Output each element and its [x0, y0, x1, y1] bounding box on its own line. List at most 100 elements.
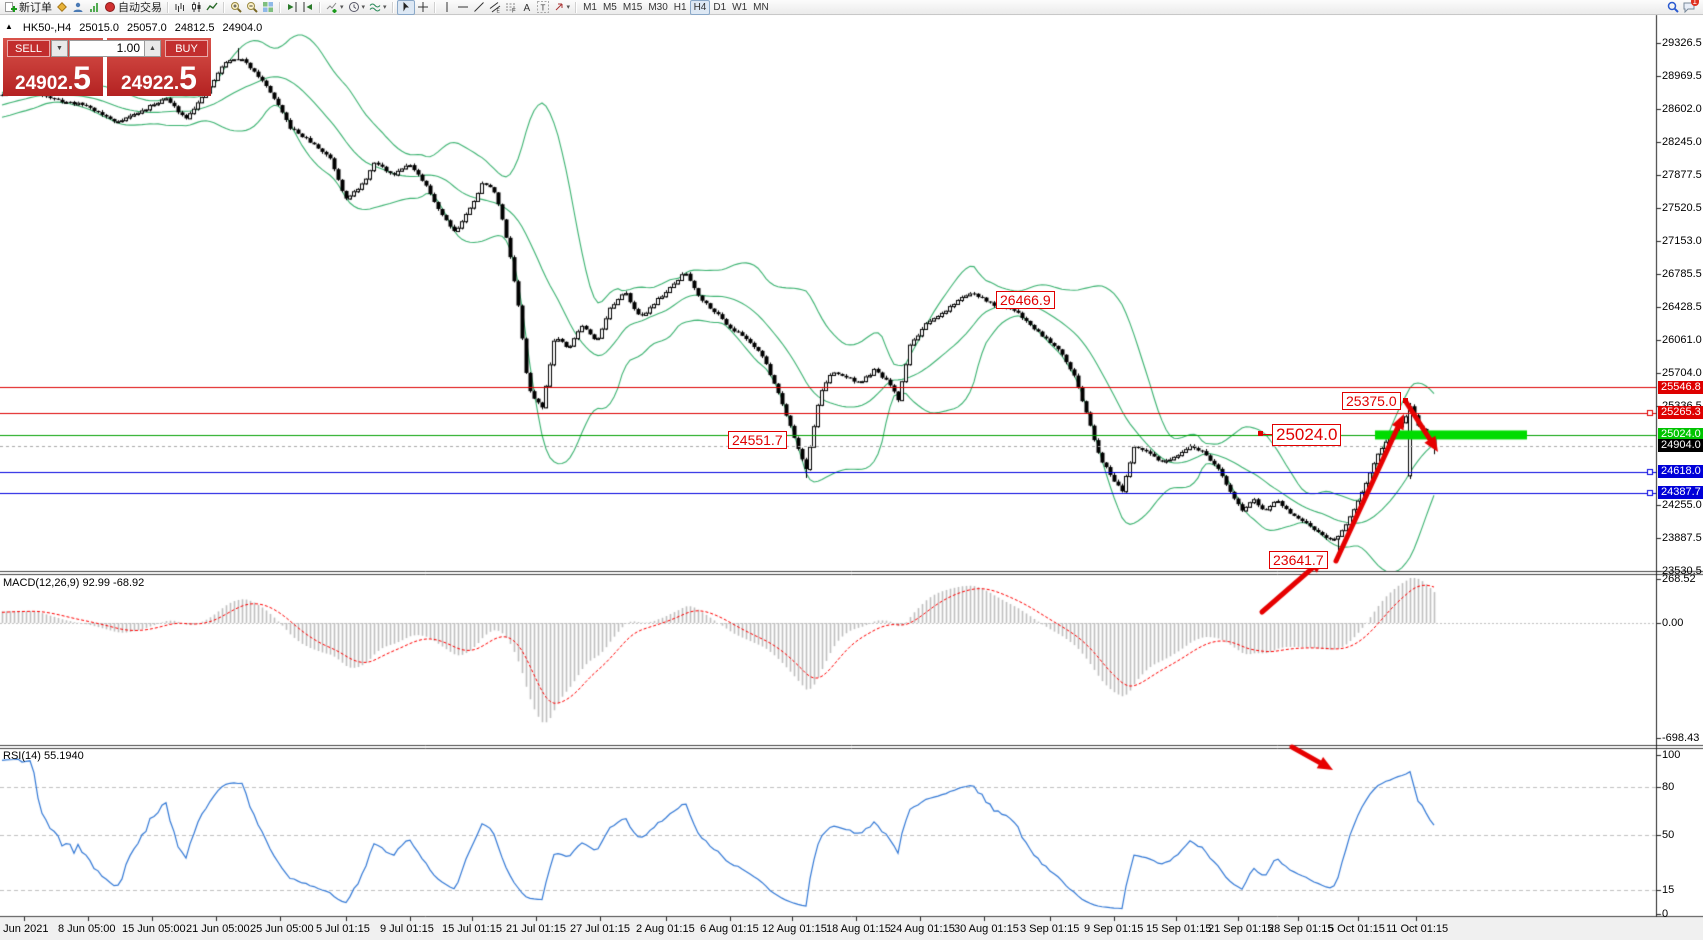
tile-windows-icon	[262, 1, 274, 13]
crosshair-button[interactable]	[415, 1, 431, 14]
diamond-icon	[56, 1, 68, 13]
clock-icon	[348, 1, 360, 13]
stop-dot-icon	[104, 1, 116, 13]
arrows-button[interactable]: ▾	[551, 1, 573, 14]
search-icon	[1667, 1, 1679, 13]
sell-price: 24902.5	[15, 60, 91, 96]
cursor-icon	[400, 1, 412, 13]
profile-button[interactable]	[70, 1, 86, 14]
candle-chart-icon	[190, 1, 202, 13]
timeframe-d1[interactable]: D1	[710, 1, 729, 14]
periods-button[interactable]: ▾	[346, 1, 368, 14]
signals-button[interactable]	[86, 1, 102, 14]
text-button[interactable]: A	[519, 1, 535, 14]
channel-icon: E	[489, 1, 501, 13]
toolbar-separator	[223, 1, 225, 13]
timeframe-h1-label: H1	[673, 1, 687, 13]
doc-plus-icon	[5, 1, 17, 13]
auto-scroll-icon	[286, 1, 298, 13]
trendline-icon	[473, 1, 485, 13]
waves-icon	[369, 1, 381, 13]
horizontal-line-button[interactable]	[455, 1, 471, 14]
chart-header: ▲ HK50-,H4 25015.0 25057.0 24812.5 24904…	[5, 22, 262, 34]
candlestick-chart-button[interactable]	[188, 1, 204, 14]
chart-shift-button[interactable]	[300, 1, 316, 14]
hline-icon	[457, 1, 469, 13]
bars-chart-icon	[174, 1, 186, 13]
notifications-button[interactable]: 1	[1681, 0, 1699, 14]
timeframe-w1[interactable]: W1	[729, 1, 750, 14]
chevron-down-icon: ▾	[340, 4, 344, 11]
trendline-button[interactable]	[471, 1, 487, 14]
chart-symbol-period: HK50-,H4	[22, 22, 72, 34]
vertical-line-button[interactable]	[439, 1, 455, 14]
zoom-in-button[interactable]	[228, 1, 244, 14]
buy-button[interactable]: BUY	[165, 40, 208, 57]
toolbar-separator	[167, 1, 169, 13]
chart-shift-icon	[302, 1, 314, 13]
crosshair-icon	[417, 1, 429, 13]
notification-badge: 1	[1690, 0, 1699, 6]
toolbar-separator	[279, 1, 281, 13]
auto-scroll-button[interactable]	[284, 1, 300, 14]
search-button[interactable]	[1665, 1, 1681, 14]
timeframe-m1[interactable]: M1	[580, 1, 600, 14]
chevron-down-icon: ▾	[383, 4, 387, 11]
timeframe-m30[interactable]: M30	[645, 1, 670, 14]
volume-decrease-button[interactable]: ▼	[51, 40, 68, 57]
timeframe-m15[interactable]: M15	[620, 1, 645, 14]
macd-indicator-label: MACD(12,26,9) 92.99 -68.92	[3, 577, 145, 589]
toolbar-separator	[575, 1, 578, 13]
toolbar-separator	[433, 1, 436, 13]
signal-icon	[88, 1, 100, 13]
chart-open-value: 25015.0	[79, 22, 119, 34]
fibonacci-button[interactable]: F	[503, 1, 519, 14]
chat-icon: 1	[1683, 0, 1699, 13]
timeframe-h4[interactable]: H4	[689, 0, 711, 15]
buy-price: 24922.5	[121, 60, 197, 96]
cursor-button[interactable]	[396, 0, 415, 15]
bar-chart-button[interactable]	[172, 1, 188, 14]
svg-text:E: E	[496, 9, 500, 14]
zoom-out-icon	[246, 1, 258, 13]
timeframe-m15-label: M15	[622, 1, 643, 13]
timeframe-mn[interactable]: MN	[750, 1, 772, 14]
line-chart-icon	[206, 1, 218, 13]
line-chart-button[interactable]	[204, 1, 220, 14]
volume-increase-button[interactable]: ▲	[144, 40, 161, 57]
sell-button[interactable]: SELL	[7, 40, 50, 57]
tile-windows-button[interactable]	[260, 1, 276, 14]
fibo-icon: F	[505, 1, 517, 13]
one-click-trading-panel: 24902.5 24922.5 SELL ▼ 1.00 ▲ BUY	[3, 38, 211, 96]
timeframe-h1[interactable]: H1	[671, 1, 690, 14]
timeframe-h4-label: H4	[693, 1, 707, 13]
svg-text:F: F	[512, 9, 516, 14]
equidistant-channel-button[interactable]: E	[487, 1, 503, 14]
autotrading-button[interactable]: 自动交易	[102, 1, 164, 14]
toolbar-separator	[319, 1, 321, 13]
timeframe-d1-label: D1	[713, 1, 727, 13]
timeframe-m5[interactable]: M5	[600, 1, 620, 14]
zoom-out-button[interactable]	[244, 1, 260, 14]
timeframe-m1-label: M1	[583, 1, 597, 13]
arrow-object-icon	[553, 1, 565, 13]
text-label-icon: T	[536, 1, 549, 13]
metaeditor-button[interactable]	[54, 1, 70, 14]
toolbar-separator	[391, 1, 394, 13]
quote-panel-toggle-icon[interactable]: ▲	[5, 22, 13, 31]
vline-icon	[441, 1, 453, 13]
templates-button[interactable]: ▾	[367, 1, 389, 14]
timeframe-m5-label: M5	[602, 1, 617, 13]
chart-low-value: 24812.5	[174, 22, 215, 34]
volume-input[interactable]: 1.00	[69, 40, 145, 57]
new-order-button[interactable]: 新订单	[3, 1, 54, 14]
text-label-button[interactable]: T	[535, 1, 551, 14]
person-icon	[72, 1, 84, 13]
timeframe-m30-label: M30	[648, 1, 668, 13]
indicators-button[interactable]: ▾	[324, 1, 346, 14]
chevron-down-icon: ▾	[566, 4, 571, 11]
timeframe-w1-label: W1	[732, 1, 748, 13]
indicators-icon	[326, 1, 338, 13]
